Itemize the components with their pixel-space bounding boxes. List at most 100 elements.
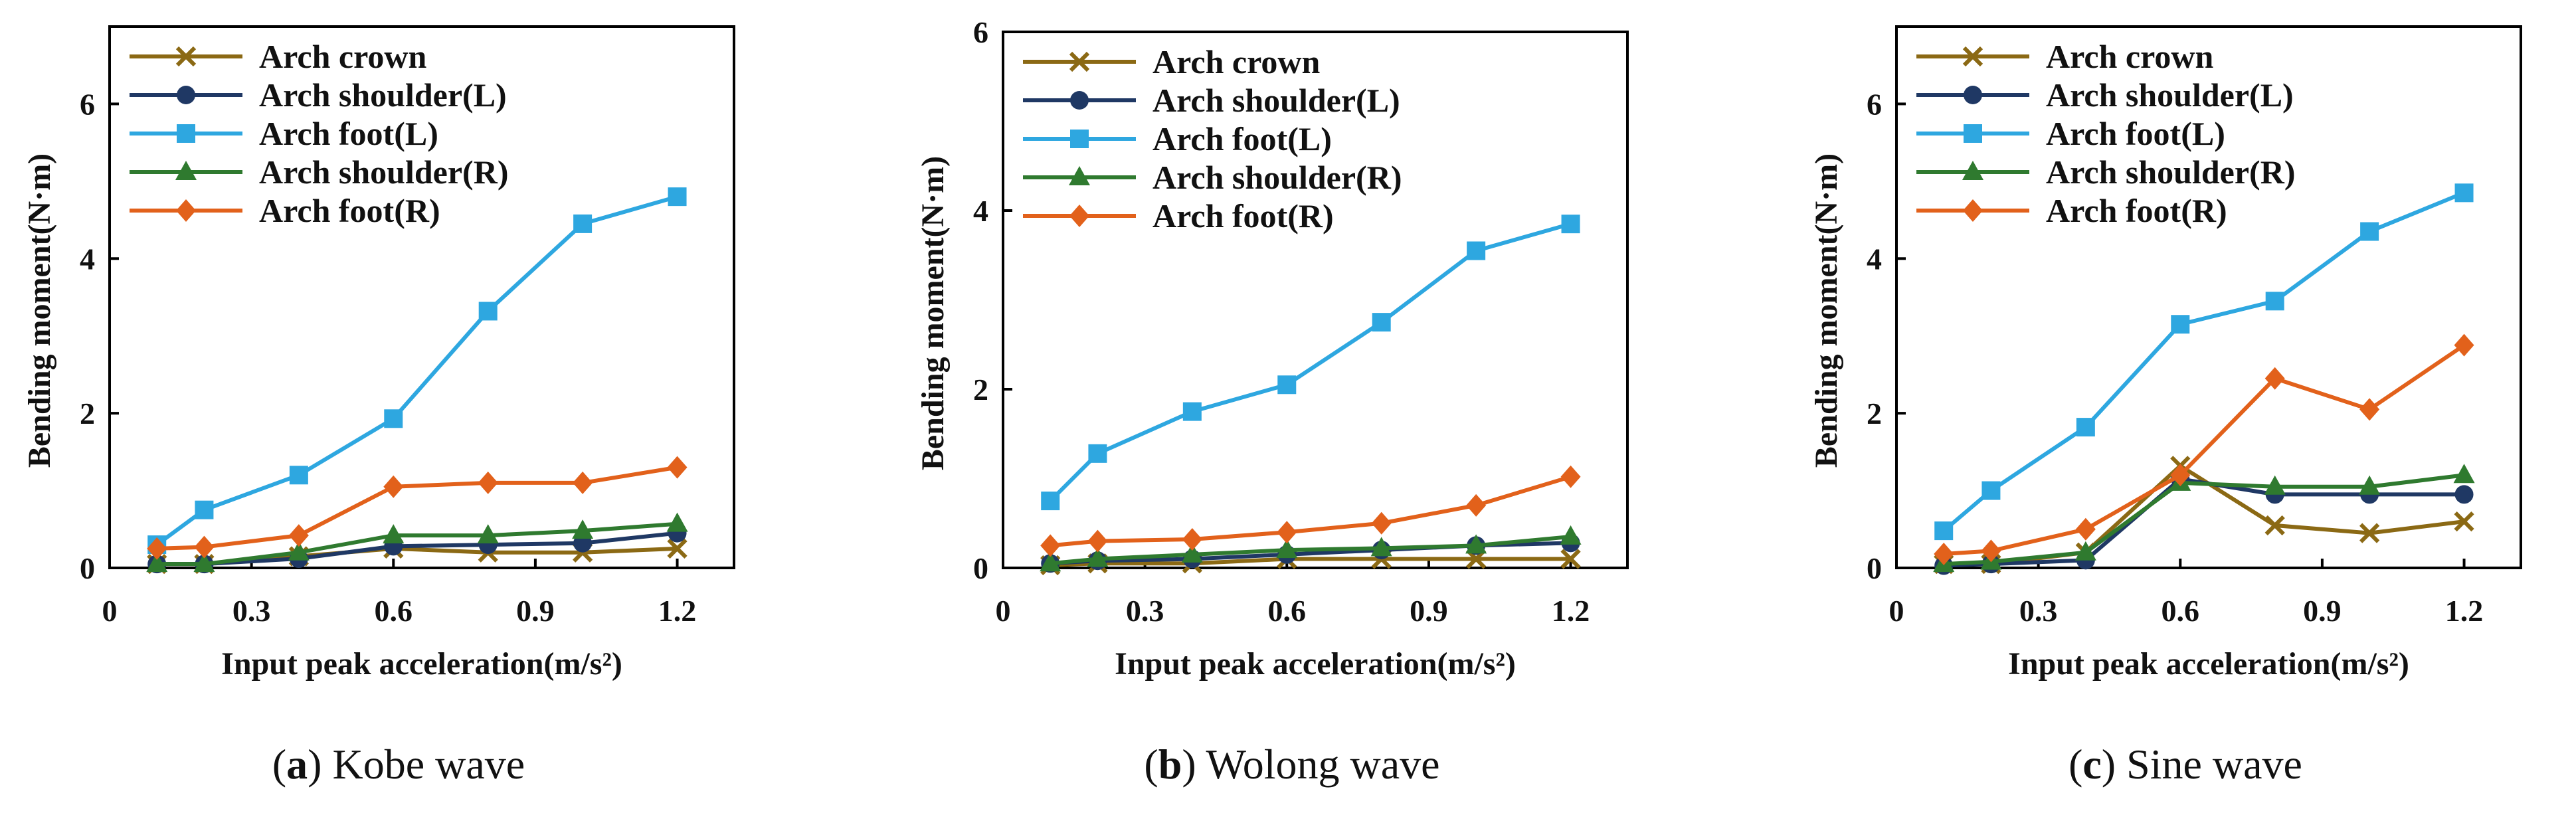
chart-1-series-2-point-4 [1372,313,1391,332]
chart-0-series-3-point-5 [572,519,594,539]
chart-1-series-4-point-2 [1182,527,1202,551]
chart-1-y-tick-label: 2 [973,373,988,407]
chart-2-legend-label-2: Arch foot(L) [2046,115,2225,152]
chart-0-series-3-point-2 [288,541,310,561]
chart-1-caption-close-paren: ) [1182,741,1196,788]
chart-1-series-2-point-6 [1561,215,1580,234]
chart-1-y-axis-label: Bending moment(N·m) [915,156,951,470]
chart-1-caption-open-paren: ( [1144,741,1158,788]
chart-0-series-0-point-6-b [667,538,688,559]
chart-0-series-4-point-0 [147,537,167,560]
chart-0-series-2-point-4 [478,302,498,321]
chart-0-series-4-point-5 [573,471,593,494]
chart-2-caption-open-paren: ( [2069,741,2082,788]
chart-2-y-tick-label: 6 [1867,87,1882,121]
chart-0-series-2-point-2 [289,466,308,485]
chart-0-panel: 0 0.3 0.6 0.9 1.2 0 2 4 6 Input peak acceleration… [22,25,735,788]
chart-0-series-4-point-4 [478,471,498,494]
chart-2-legend-label-0: Arch crown [2046,38,2213,75]
chart-1-legend-label-2: Arch foot(L) [1152,120,1332,157]
chart-1-series-3-point-0 [1040,552,1061,572]
chart-0-legend-marker-3 [175,161,197,180]
chart-0-caption-text: Kobe wave [322,741,525,788]
chart-0-y-tick-label: 2 [80,397,95,430]
chart-2-series-2-point-2 [2076,418,2095,437]
chart-1-legend-marker-3 [1069,166,1090,185]
chart-2-x-tick-label: 0 [1889,594,1904,628]
chart-1-caption-letter: b [1158,741,1182,788]
chart-1-series-3-point-1 [1087,547,1109,567]
chart-1-x-tick-label: 0 [996,594,1011,628]
chart-2-series-3-point-6 [2453,464,2475,484]
chart-0-series-4-point-1 [194,535,215,559]
chart-2-legend-marker-3 [1962,161,1983,180]
chart-0-x-tick-label: 0.3 [232,594,271,628]
chart-2-legend-marker-1 [1964,86,1982,104]
chart-2-series-4-point-6 [2454,333,2474,357]
chart-0-legend-label-4: Arch foot(R) [259,192,440,229]
chart-2-y-tick-label: 2 [1867,397,1882,430]
chart-2-series-3-point-4 [2264,475,2286,495]
chart-2-series-2-point-5 [2360,222,2379,241]
chart-0-legend-label-0: Arch crown [259,38,426,75]
chart-2-series-2-point-0 [1934,521,1954,541]
chart-0-series-4-point-3 [383,475,404,498]
chart-1-series-4-point-5 [1466,494,1487,517]
chart-2-series-0-point-6-b [2454,511,2474,532]
chart-2-x-axis-label: Input peak acceleration(m/s²) [2008,646,2409,681]
chart-2-series-1-point-6 [2454,485,2474,504]
chart-0-caption-letter: a [286,741,308,788]
chart-1-series-4-point-4 [1371,511,1392,535]
chart-0-caption: (a) Kobe wave [272,741,525,788]
chart-2-series-2-point-1 [1981,481,2001,500]
chart-2-legend-marker-4 [1963,199,1983,222]
chart-2-series-2-point-6 [2454,183,2474,203]
chart-1-x-tick-label: 1.2 [1552,594,1590,628]
chart-0-x-tick-label: 0.6 [375,594,413,628]
chart-2-legend-label-3: Arch shoulder(R) [2046,153,2295,191]
chart-1-series-4-point-0 [1040,534,1061,557]
chart-1-series-3-point-4 [1370,537,1392,557]
chart-0-legend-marker-2 [177,124,195,143]
chart-1-series-2-point-0 [1041,492,1060,511]
chart-1-legend-label-4: Arch foot(R) [1152,197,1334,234]
chart-2-legend-marker-0-b [1962,46,1983,67]
chart-1-legend-marker-0-b [1069,51,1090,72]
chart-0-legend-label-3: Arch shoulder(R) [259,153,508,191]
chart-1-x-axis-label: Input peak acceleration(m/s²) [1115,646,1516,681]
chart-0-series-3-point-0 [146,553,168,573]
chart-0-series-3-point-6 [666,512,688,532]
chart-0-x-axis-label: Input peak acceleration(m/s²) [221,646,622,681]
chart-0-legend-label-2: Arch foot(L) [259,115,438,152]
chart-0-series-2-point-1 [195,500,214,519]
chart-0-series-3-point-3 [383,524,405,544]
chart-1-series-2-point-2 [1182,402,1202,421]
chart-1-legend-label-1: Arch shoulder(L) [1152,82,1400,119]
chart-2-series-3-point-2 [2074,541,2096,561]
chart-2-y-axis-label: Bending moment(N·m) [1809,153,1844,468]
chart-0-series-4-point-6 [667,456,688,479]
chart-2-series-4-point-4 [2264,367,2285,390]
chart-0-plot-frame [108,25,735,569]
chart-0-caption-open-paren: ( [272,741,286,788]
chart-2-series-0-point-4-b [2264,515,2285,536]
chart-2-panel: 0 0.3 0.6 0.9 1.2 0 2 4 6 Input peak acceleration… [1809,25,2522,788]
chart-1-series-2-point-3 [1277,375,1297,395]
chart-0-series-2-point-3 [384,409,403,428]
chart-0-series-3-point-1 [193,553,215,573]
chart-2-series-3-point-5 [2359,475,2381,495]
chart-0-y-tick-label: 0 [80,551,95,585]
chart-2-legend-marker-2 [1964,124,1982,143]
chart-1-y-tick-label: 4 [973,194,988,228]
chart-2-caption-close-paren: ) [2102,741,2116,788]
chart-2-series-2-point-4 [2265,292,2284,311]
chart-0-legend-marker-1 [177,86,195,104]
chart-1-series-4-point-1 [1087,529,1108,553]
chart-2-series-4-point-1 [1981,539,2001,563]
chart-2-series-2-point-3 [2171,315,2190,334]
chart-2-plot-frame [1895,25,2522,569]
chart-2-series-0-point-5-b [2359,523,2380,543]
chart-2-x-tick-label: 0.6 [2162,594,2200,628]
